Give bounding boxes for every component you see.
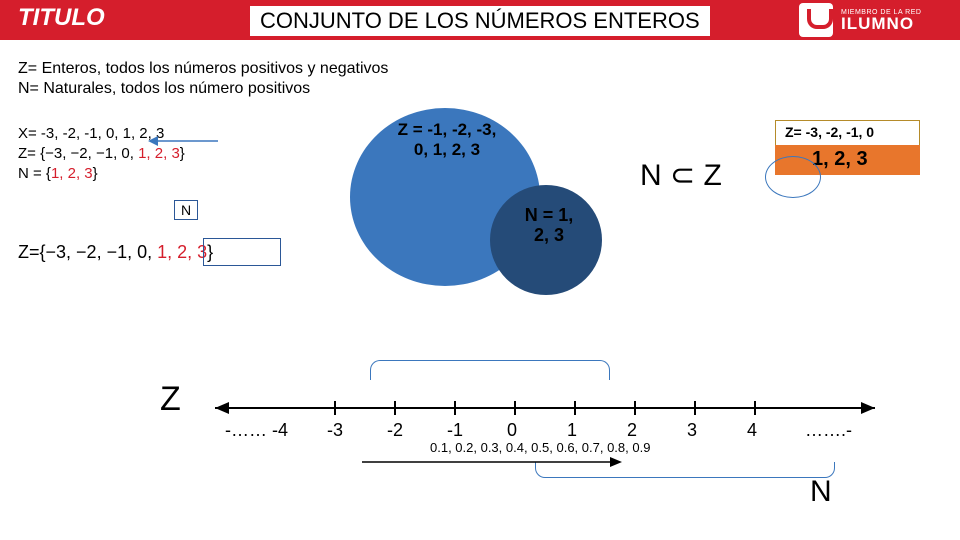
- svg-text:-3: -3: [327, 420, 343, 440]
- svg-text:…….-: …….-: [805, 420, 852, 440]
- arrow-to-x-icon: [148, 133, 218, 149]
- venn-z-text: Z = -1, -2, -3, 0, 1, 2, 3: [372, 120, 522, 160]
- svg-text:-1: -1: [447, 420, 463, 440]
- venn-n-l1: 1,: [558, 205, 573, 225]
- right-box-top: Z= -3, -2, -1, 0: [785, 124, 874, 140]
- zeq-blue-box: [203, 238, 281, 266]
- example-n: N = {1, 2, 3}: [18, 165, 98, 182]
- example-n-post: }: [93, 165, 98, 182]
- example-n-pre: N = {: [18, 165, 51, 182]
- n-small-box: N: [174, 200, 198, 220]
- example-n-red: 1, 2, 3: [51, 165, 93, 182]
- svg-text:3: 3: [687, 420, 697, 440]
- right-box-bottom: 1, 2, 3: [812, 148, 868, 171]
- venn-z-l1: Z = -1, -2, -3,: [398, 120, 497, 139]
- logo-block: MIEMBRO DE LA RED ILUMNO: [795, 0, 960, 40]
- example-z-pre: Z= {−3, −2, −1, 0,: [18, 145, 138, 162]
- segment-arrow-icon: [362, 455, 622, 469]
- svg-text:1: 1: [567, 420, 577, 440]
- brace-top: [370, 360, 610, 380]
- logo-text: MIEMBRO DE LA RED ILUMNO: [841, 9, 921, 31]
- z-equals-line: Z={−3, −2, −1, 0, 1, 2, 3}: [18, 242, 213, 263]
- subset-expr: N ⊂ Z: [640, 158, 722, 193]
- venn-n-text: N = 1, 2, 3: [502, 205, 596, 245]
- venn-z-l2: 0, 1, 2, 3: [414, 140, 480, 159]
- slide: TITULO CONJUNTO DE LOS NÚMEROS ENTEROS M…: [0, 0, 960, 540]
- def-z: Z= Enteros, todos los números positivos …: [18, 60, 388, 78]
- right-box-oval: [765, 156, 821, 198]
- svg-text:2: 2: [627, 420, 637, 440]
- example-x: X= -3, -2, -1, 0, 1, 2, 3: [18, 125, 164, 142]
- def-n: N= Naturales, todos los número positivos: [18, 80, 310, 98]
- decimals-text: 0.1, 0.2, 0.3, 0.4, 0.5, 0.6, 0.7, 0.8, …: [430, 440, 650, 455]
- header-titulo: TITULO: [18, 4, 105, 32]
- logo-big: ILUMNO: [841, 16, 921, 31]
- logo-u-icon: [799, 3, 833, 37]
- venn-n-l2: 2, 3: [534, 225, 564, 245]
- numberline-z-label: Z: [160, 380, 181, 419]
- header-main-title: CONJUNTO DE LOS NÚMEROS ENTEROS: [250, 6, 710, 36]
- numberline-n-label: N: [810, 475, 832, 509]
- svg-text:4: 4: [747, 420, 757, 440]
- zeq-pre: Z={−3, −2, −1, 0,: [18, 242, 157, 262]
- svg-text:0: 0: [507, 420, 517, 440]
- svg-text:-2: -2: [387, 420, 403, 440]
- svg-text:-…… -4: -…… -4: [225, 420, 288, 440]
- venn-n-pre: N =: [525, 205, 559, 225]
- zeq-red: 1, 2, 3: [157, 242, 207, 262]
